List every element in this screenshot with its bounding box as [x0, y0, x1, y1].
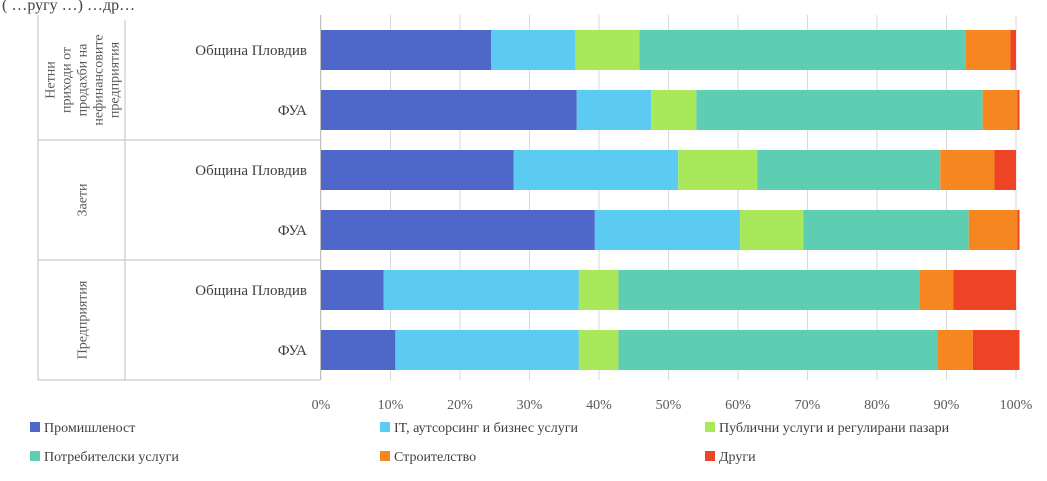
category-label: Община Пловдив: [195, 283, 307, 299]
group-label-line: предприятия: [108, 41, 123, 118]
bar-segment: [757, 150, 941, 190]
category-label: ФУА: [278, 223, 307, 239]
x-axis-tick-labels: 0% 10% 20% 30% 40% 50% 60% 70% 80% 90% 100%: [312, 398, 1033, 413]
group-label-line: Предприятия: [76, 280, 91, 359]
category-label: ФУА: [278, 343, 307, 359]
bar-segment: [965, 30, 1011, 70]
bar-segment: [321, 90, 577, 130]
bar-segment: [321, 270, 384, 310]
group-label-line: продахби на: [76, 43, 91, 117]
bar-segment: [576, 90, 652, 130]
group-label-line: Нетни: [44, 61, 59, 99]
bar-segment: [1010, 30, 1016, 70]
x-tick-label: 40%: [586, 398, 612, 413]
bar-segment: [618, 270, 920, 310]
category-label: ФУА: [278, 103, 307, 119]
x-tick-label: 80%: [864, 398, 890, 413]
legend-swatch: [705, 451, 715, 461]
category-label: Община Пловдив: [195, 43, 307, 59]
bar-segment: [803, 210, 969, 250]
legend-label: Потребителски услуги: [44, 450, 179, 465]
bar-segment: [578, 270, 619, 310]
legend-label: Други: [719, 450, 756, 465]
legend-item: Строителство: [380, 450, 476, 465]
bar-segment: [696, 90, 983, 130]
bar-segment: [740, 210, 804, 250]
bar-segment: [575, 30, 640, 70]
legend-swatch: [30, 451, 40, 461]
bars: [321, 30, 1020, 370]
bar-segment: [594, 210, 741, 250]
legend-swatch: [380, 422, 390, 432]
bar-segment: [321, 30, 492, 70]
legend-item: Публични услуги и регулирани пазари: [705, 421, 950, 436]
x-tick-label: 20%: [447, 398, 473, 413]
group-label-line: нефинансовите: [92, 34, 107, 125]
legend-swatch: [705, 422, 715, 432]
x-tick-label: 60%: [725, 398, 751, 413]
legend: Промишленост IT, аутсорсинг и бизнес услу…: [30, 421, 950, 465]
bar-segment: [940, 150, 995, 190]
bar-segment: [937, 330, 973, 370]
bar-segment: [513, 150, 679, 190]
x-tick-label: 10%: [378, 398, 404, 413]
group-label: Нетниприходи отпродахби нанефинансовитеп…: [44, 34, 123, 125]
bar-segment: [994, 150, 1016, 190]
x-tick-label: 70%: [795, 398, 821, 413]
x-tick-label: 0%: [312, 398, 331, 413]
x-tick-label: 50%: [656, 398, 682, 413]
category-axis-frame: [37, 15, 321, 381]
legend-label: Промишленост: [44, 421, 135, 436]
bar-segment: [395, 330, 579, 370]
bar-segment: [982, 90, 1018, 130]
group-label: Предприятия: [76, 280, 91, 359]
legend-label: IT, аутсорсинг и бизнес услуги: [394, 421, 578, 436]
legend-swatch: [380, 451, 390, 461]
group-labels: Нетниприходи отпродахби нанефинансовитеп…: [44, 34, 123, 359]
bar-segment: [321, 150, 514, 190]
bar-segment: [1017, 210, 1020, 250]
legend-label: Строителство: [394, 450, 476, 465]
legend-item: IT, аутсорсинг и бизнес услуги: [380, 421, 578, 436]
bar-segment: [383, 270, 579, 310]
bar-segment: [618, 330, 938, 370]
bar-segment: [651, 90, 697, 130]
legend-item: Промишленост: [30, 421, 135, 436]
gridlines: [320, 15, 1017, 380]
category-label: Община Пловдив: [195, 163, 307, 179]
bar-segment: [968, 210, 1018, 250]
group-label-line: Заети: [76, 183, 91, 217]
legend-item: Потребителски услуги: [30, 450, 179, 465]
bar-segment: [578, 330, 619, 370]
legend-item: Други: [705, 450, 756, 465]
legend-swatch: [30, 422, 40, 432]
x-tick-label: 90%: [934, 398, 960, 413]
legend-label: Публични услуги и регулирани пазари: [719, 421, 950, 436]
x-tick-label: 30%: [517, 398, 543, 413]
bar-segment: [972, 330, 1020, 370]
x-tick-label: 100%: [1000, 398, 1033, 413]
top-cropped-text: ( …ругу …) …др…: [2, 0, 135, 14]
group-label: Заети: [76, 183, 91, 217]
bar-segment: [639, 30, 966, 70]
bar-segment: [953, 270, 1016, 310]
bar-segment: [321, 210, 595, 250]
group-label-line: приходи от: [60, 47, 75, 113]
category-labels: Община Пловдив ФУА Община Пловдив ФУА Община…: [195, 43, 307, 359]
bar-segment: [1017, 90, 1020, 130]
bar-segment: [678, 150, 758, 190]
bar-segment: [919, 270, 954, 310]
bar-segment: [321, 330, 396, 370]
bar-segment: [491, 30, 576, 70]
